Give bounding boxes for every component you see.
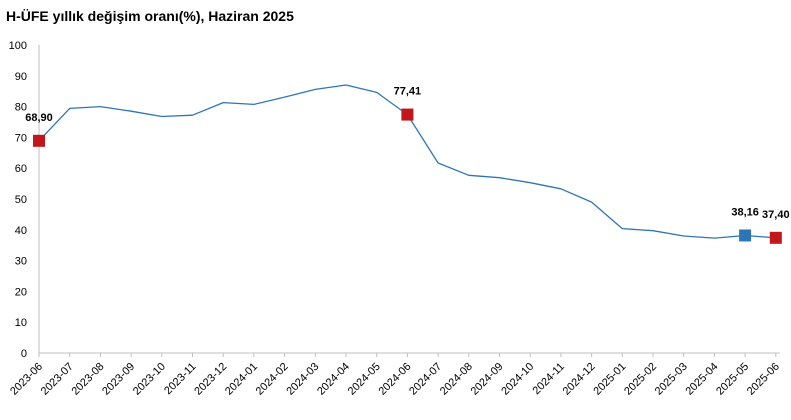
data-point-marker [739, 229, 752, 242]
x-tick-label: 2024-08 [438, 361, 475, 398]
x-tick-label: 2025-03 [653, 361, 690, 398]
data-point-marker [33, 134, 45, 147]
data-point-label: 68,90 [25, 112, 53, 124]
y-tick-label: 80 [15, 102, 27, 114]
x-tick-label: 2025-02 [622, 361, 659, 398]
y-tick-label: 60 [15, 163, 27, 175]
x-tick-label: 2023-11 [162, 361, 198, 397]
y-tick-label: 30 [15, 256, 27, 268]
highlight-marker-layer [33, 108, 782, 244]
y-tick-label: 100 [9, 40, 27, 52]
x-tick-label: 2024-07 [407, 361, 444, 398]
x-tick-label: 2025-04 [683, 361, 720, 398]
x-tick-label: 2025-01 [591, 361, 628, 398]
chart-title: H-ÜFE yıllık değişim oranı(%), Haziran 2… [6, 8, 294, 24]
x-tick-label: 2024-10 [499, 361, 536, 398]
y-tick-label: 0 [21, 348, 27, 360]
x-tick-label: 2025-05 [714, 361, 751, 398]
x-tick-label: 2023-07 [39, 361, 76, 398]
x-tick-label: 2023-10 [131, 361, 168, 398]
data-point-marker [769, 231, 782, 244]
data-label-layer: 68,90 77,41 38,16 37,40 [25, 86, 789, 221]
x-tick-label: 2023-08 [69, 361, 106, 398]
y-tick-label: 90 [15, 71, 27, 83]
y-tick-label: 20 [15, 286, 27, 298]
x-tick-label: 2024-06 [376, 361, 413, 398]
x-tick-label: 2025-06 [745, 361, 782, 398]
data-point-label: 38,16 [731, 206, 759, 218]
data-point-marker [401, 108, 414, 121]
x-tick-label: 2024-02 [254, 361, 291, 398]
series-line-layer [38, 84, 776, 239]
x-tick-label: 2024-03 [284, 361, 321, 398]
x-tick-label: 2023-09 [100, 361, 137, 398]
y-tick-label: 10 [15, 317, 27, 329]
y-tick-label: 40 [15, 225, 27, 237]
x-tick-label: 2024-01 [223, 361, 260, 398]
x-tick-label: 2024-04 [315, 361, 352, 398]
x-tick-label: 2024-09 [469, 361, 506, 398]
x-tick-label: 2023-06 [8, 361, 45, 398]
x-tick-label: 2024-12 [561, 361, 598, 398]
data-point-label: 37,40 [762, 209, 790, 221]
x-tick-label: 2024-11 [531, 361, 567, 397]
y-tick-label: 70 [15, 132, 27, 144]
x-tick-label: 2023-12 [192, 361, 229, 398]
x-tick-label: 2024-05 [346, 361, 383, 398]
series-line [38, 84, 776, 239]
y-tick-label: 50 [15, 194, 27, 206]
data-point-label: 77,41 [394, 86, 422, 98]
